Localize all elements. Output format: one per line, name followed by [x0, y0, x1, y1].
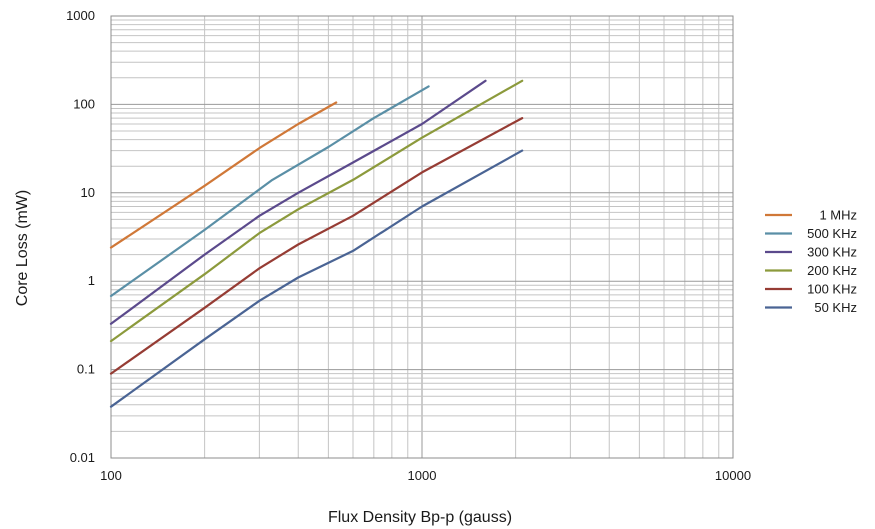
- series-line: [109, 85, 430, 298]
- legend-label: 500 KHz: [807, 226, 857, 241]
- y-tick-label: 1: [88, 273, 95, 288]
- legend-label: 50 KHz: [814, 300, 857, 315]
- legend-label: 200 KHz: [807, 263, 857, 278]
- plot-area-frame: [110, 15, 734, 459]
- series-line: [109, 79, 524, 343]
- y-tick-label: 1000: [66, 8, 95, 23]
- y-tick-label: 10: [81, 185, 95, 200]
- series-line: [109, 116, 524, 375]
- x-tick-label: 1000: [408, 468, 437, 483]
- series-lines: [109, 79, 524, 408]
- tick-labels: 0.01 0.1 1 10 100 1000 100 1000 10000: [66, 8, 751, 483]
- series-line: [109, 149, 524, 408]
- y-tick-label: 100: [73, 96, 95, 111]
- y-axis-title: Core Loss (mW): [14, 190, 31, 306]
- legend-label: 100 KHz: [807, 282, 857, 297]
- legend-label: 300 KHz: [807, 245, 857, 260]
- legend-label: 1 MHz: [819, 208, 857, 223]
- series-line: [109, 101, 338, 249]
- x-tick-label: 10000: [715, 468, 751, 483]
- y-tick-label: 0.01: [70, 450, 95, 465]
- grid-lines: [110, 16, 733, 459]
- series-line: [109, 79, 487, 325]
- x-axis-title: Flux Density Bp-p (gauss): [328, 509, 512, 526]
- x-tick-label: 100: [100, 468, 122, 483]
- legend: 1 MHz 500 KHz 300 KHz 200 KHz 100 KHz 50 KHz: [765, 208, 857, 315]
- y-tick-label: 0.1: [77, 362, 95, 377]
